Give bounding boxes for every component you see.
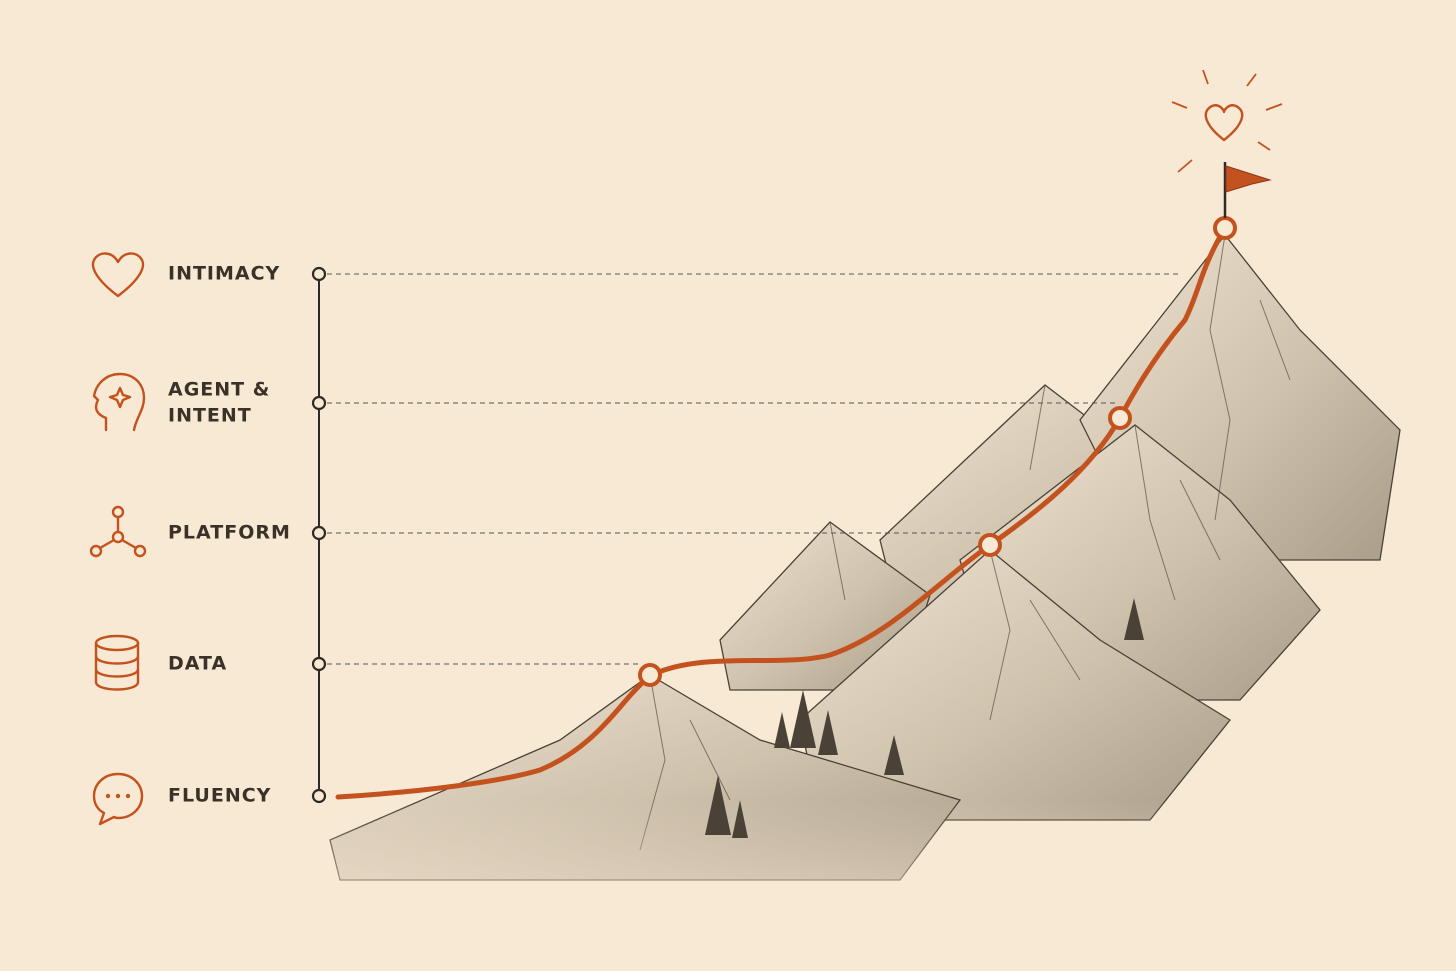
level-labels: INTIMACY AGENT & INTENT PLATFORM DATA FLUENCY	[168, 263, 291, 807]
level-label: PLATFORM	[168, 522, 291, 544]
chat-icon	[92, 772, 144, 826]
icons	[89, 252, 147, 826]
database-icon	[94, 634, 140, 691]
axis-nodes	[311, 266, 327, 804]
network-icon	[89, 505, 147, 558]
axis-node	[311, 525, 327, 541]
level-label: INTIMACY	[168, 263, 280, 285]
ridges	[639, 234, 1291, 851]
trees	[705, 598, 1144, 838]
axis-node	[311, 266, 327, 282]
milestone	[1108, 406, 1132, 430]
milestone	[978, 533, 1002, 557]
milestone	[638, 663, 662, 687]
milestone	[1213, 216, 1237, 240]
guides	[327, 273, 1178, 665]
level-label: AGENT &	[168, 379, 270, 401]
axis-node	[311, 395, 327, 411]
head-icon	[92, 372, 146, 432]
path-line	[335, 225, 1228, 800]
level-label: DATA	[168, 653, 227, 675]
level-label: INTENT	[168, 405, 252, 427]
axis-node	[311, 656, 327, 672]
summit	[1171, 69, 1283, 218]
milestones	[638, 216, 1237, 687]
axis	[311, 266, 1178, 804]
level-label: FLUENCY	[168, 785, 271, 807]
axis-node	[311, 788, 327, 804]
mountains	[300, 233, 1456, 971]
ground-fade	[300, 800, 1456, 971]
heart-icon	[91, 252, 145, 298]
